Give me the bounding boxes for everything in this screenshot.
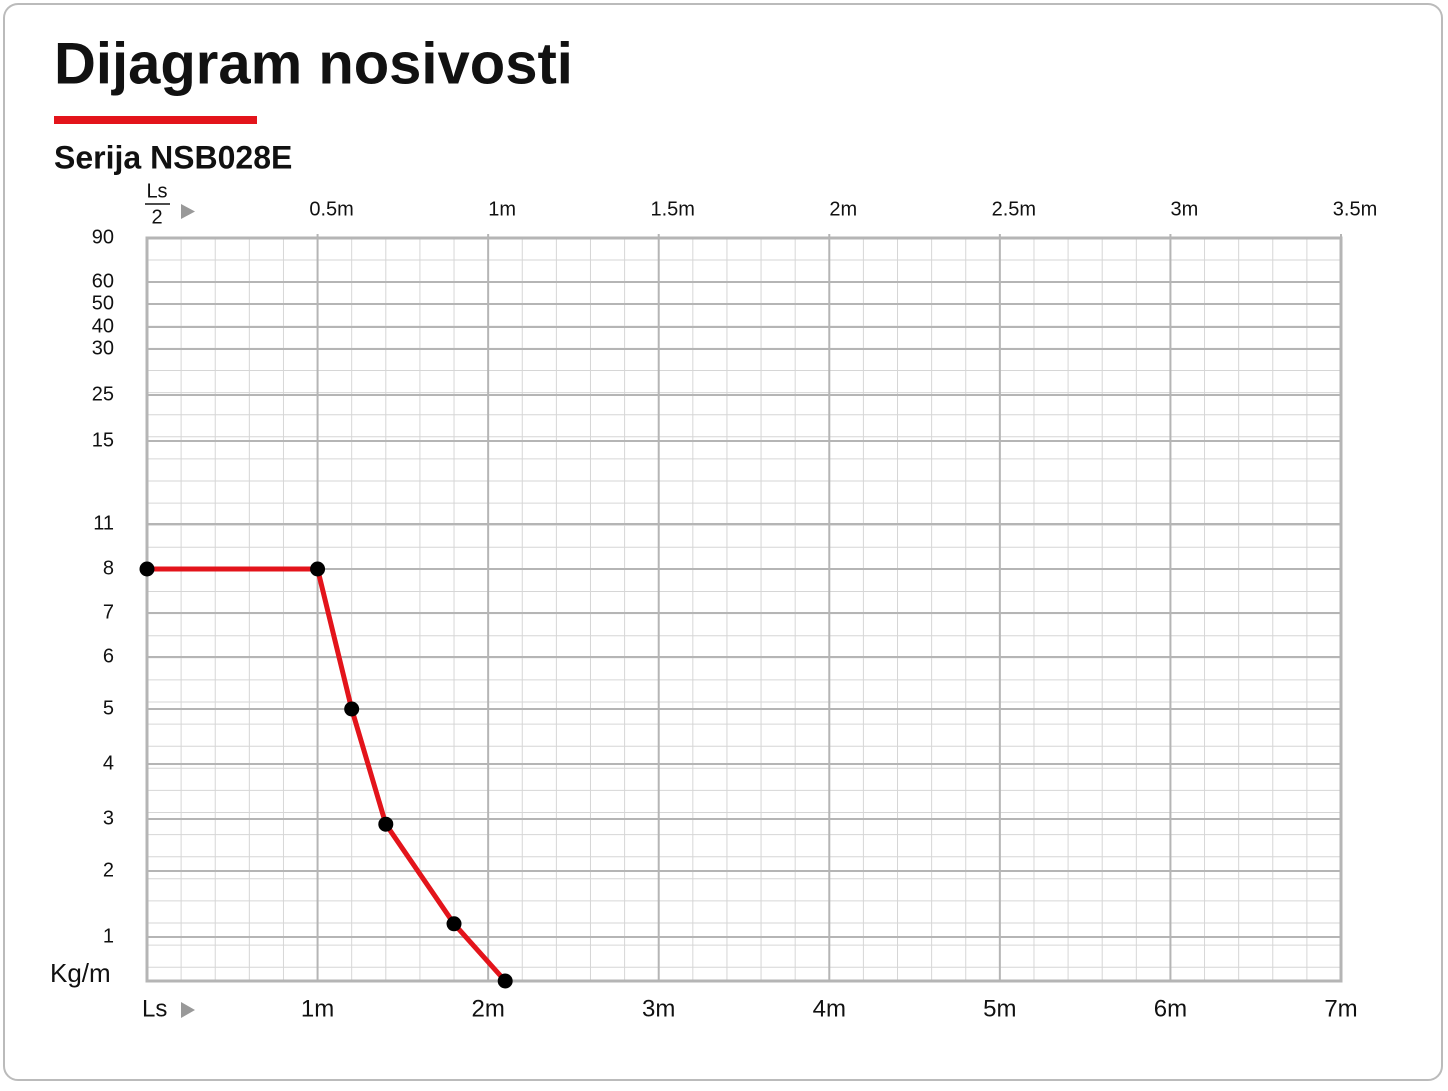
minor-grid xyxy=(147,238,1341,981)
y-tick-label: 25 xyxy=(92,383,114,405)
y-tick-label: 3 xyxy=(103,807,114,829)
y-axis-label: Kg/m xyxy=(50,958,111,988)
x-axis-label: Ls xyxy=(142,995,167,1022)
y-tick-label: 6 xyxy=(103,645,114,667)
data-point xyxy=(446,916,462,932)
y-tick-label: 15 xyxy=(92,429,114,451)
y-tick-label: 11 xyxy=(93,512,114,534)
y-tick-label: 30 xyxy=(92,337,114,359)
y-tick-label: 90 xyxy=(92,226,114,248)
y-tick-label: 5 xyxy=(103,697,114,719)
x2-axis-label-bottom: 2 xyxy=(151,206,162,228)
x-tick-label: 2m xyxy=(471,995,504,1022)
data-point xyxy=(378,816,394,832)
x-tick-label: 7m xyxy=(1324,995,1357,1022)
y-tick-label: 8 xyxy=(103,557,114,579)
y-tick-label: 2 xyxy=(103,859,114,881)
x2-tick-label: 2.5m xyxy=(992,198,1036,220)
y-tick-label: 60 xyxy=(92,270,114,292)
data-point xyxy=(344,701,360,717)
title-underline xyxy=(54,116,257,124)
arrow xyxy=(181,204,195,219)
data-point xyxy=(497,973,513,989)
chart-subtitle: Serija NSB028E xyxy=(54,139,292,175)
x-tick-label: 3m xyxy=(642,995,675,1022)
y-tick-label: 40 xyxy=(92,315,114,337)
series-line xyxy=(147,566,508,983)
data-point xyxy=(310,561,326,577)
x-tick-label: 1m xyxy=(301,995,334,1022)
y-tick-label: 4 xyxy=(103,752,114,774)
y-tick-label: 7 xyxy=(103,601,114,623)
plot-border xyxy=(145,236,1343,983)
x2-tick-label: 3.5m xyxy=(1333,198,1377,220)
x-tick-label: 6m xyxy=(1154,995,1187,1022)
x-tick-label: 5m xyxy=(983,995,1016,1022)
x2-tick-label: 2m xyxy=(829,198,857,220)
data-point xyxy=(139,561,155,577)
x2-tick-label: 3m xyxy=(1171,198,1199,220)
x-tick-label: 4m xyxy=(813,995,846,1022)
x2-tick-label: 0.5m xyxy=(309,198,353,220)
x2-axis-label-top: Ls xyxy=(146,180,167,202)
x2-tick-label: 1m xyxy=(488,198,516,220)
chart-title: Dijagram nosivosti xyxy=(54,31,573,96)
x2-tick-label: 1.5m xyxy=(650,198,694,220)
arrow xyxy=(181,1002,195,1018)
y-tick-label: 50 xyxy=(92,292,114,314)
y-tick-label: 1 xyxy=(103,925,114,947)
frame xyxy=(3,3,1443,1081)
